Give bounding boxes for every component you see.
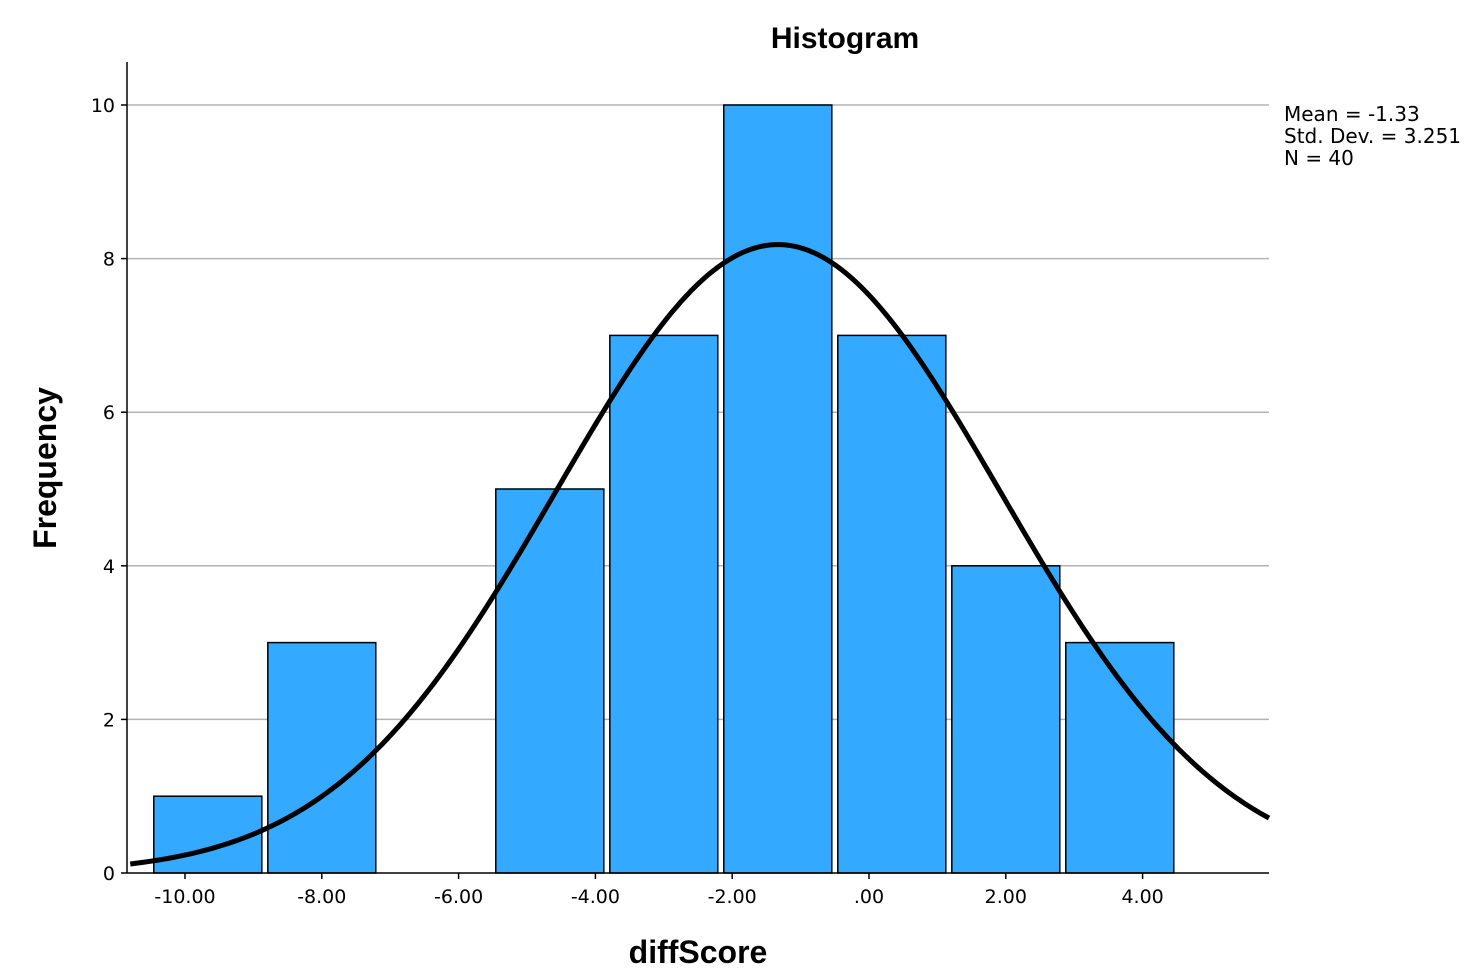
y-tick-label: 10	[91, 95, 115, 117]
y-tick-label: 4	[103, 556, 115, 578]
normal-curve	[129, 242, 1271, 867]
histogram-bar	[609, 334, 719, 874]
chart-title: Histogram	[771, 22, 919, 55]
x-tick-label: -10.00	[154, 886, 215, 908]
axes	[126, 62, 1269, 874]
stats-std-dev: Std. Dev. = 3.251	[1284, 124, 1461, 148]
x-axis-label: diffScore	[629, 934, 768, 970]
histogram-bar	[837, 334, 947, 874]
x-tick-label: -2.00	[708, 886, 757, 908]
stats-n: N = 40	[1284, 146, 1354, 170]
histogram-bar	[951, 565, 1061, 874]
histogram-bar	[495, 488, 605, 874]
stats-legend: Mean = -1.33 Std. Dev. = 3.251 N = 40	[1284, 102, 1461, 170]
histogram-bar	[267, 641, 377, 874]
normal-curve-group	[129, 242, 1271, 867]
y-tick-label: 8	[103, 249, 115, 271]
stats-mean: Mean = -1.33	[1284, 102, 1420, 126]
y-tick-label: 2	[103, 709, 115, 731]
y-tick-labels: 0 2 4 6 8 10	[91, 95, 127, 885]
x-tick-label: -8.00	[297, 886, 346, 908]
x-tick-label: -6.00	[434, 886, 483, 908]
y-tick-label: 6	[103, 402, 115, 424]
x-tick-label: -4.00	[571, 886, 620, 908]
x-tick-labels: -10.00 -8.00 -6.00 -4.00 -2.00 .00 2.00 4.00	[154, 873, 1164, 908]
y-axis-label: Frequency	[27, 387, 63, 549]
y-tick-label: 0	[103, 863, 115, 885]
x-tick-label: 4.00	[1121, 886, 1163, 908]
histogram-bar	[723, 104, 833, 874]
x-tick-label: 2.00	[985, 886, 1027, 908]
bars	[153, 104, 1175, 874]
x-tick-label: .00	[854, 886, 884, 908]
